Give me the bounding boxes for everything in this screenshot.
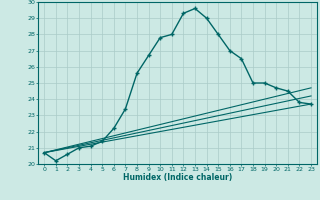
X-axis label: Humidex (Indice chaleur): Humidex (Indice chaleur)	[123, 173, 232, 182]
